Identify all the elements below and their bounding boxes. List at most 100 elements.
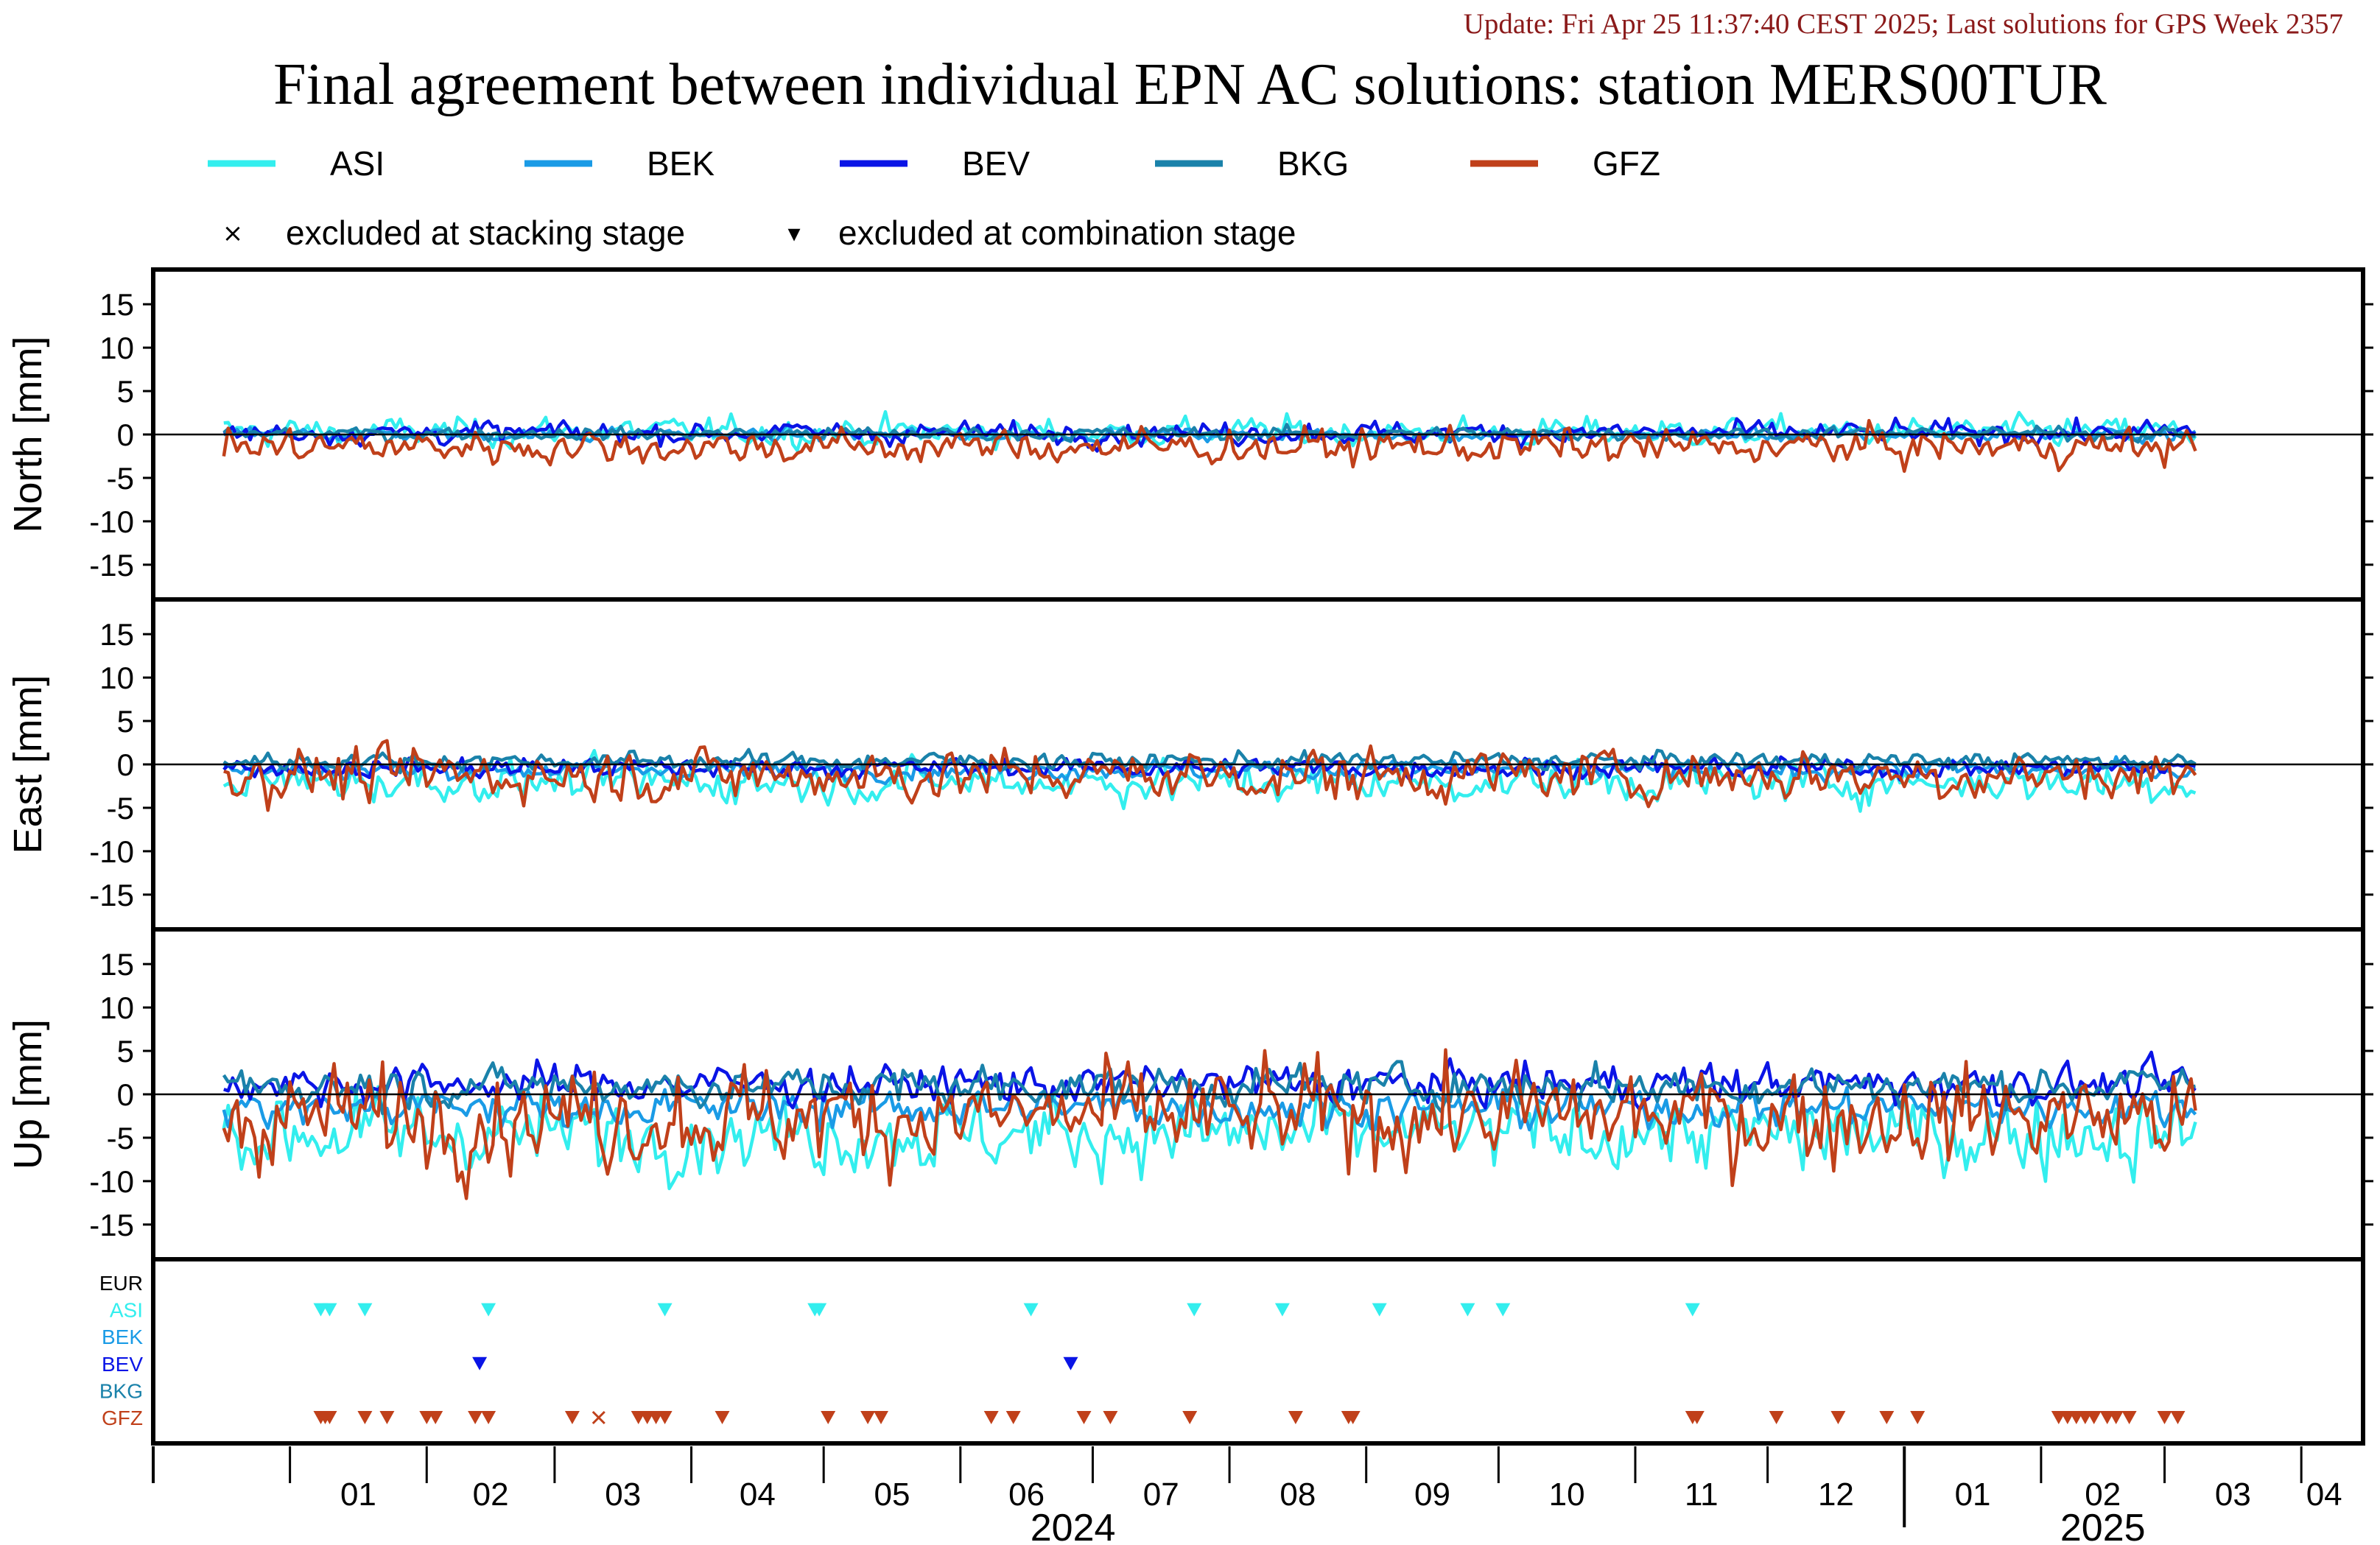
- y-tick-label: 0: [117, 1077, 134, 1112]
- x-month-label: 06: [1008, 1477, 1045, 1513]
- y-tick-label: 15: [99, 287, 134, 322]
- x-month-label: 12: [1818, 1477, 1854, 1513]
- exclusion-marker-asi: [657, 1303, 673, 1317]
- series-line-bkg: [222, 1060, 2196, 1116]
- chart-title: Final agreement between individual EPN A…: [273, 52, 2107, 117]
- series-line-bek: [222, 1080, 2197, 1133]
- y-tick-label: 10: [99, 331, 134, 365]
- exclusion-marker-gfz: [564, 1411, 580, 1424]
- exclusion-marker-asi: [1460, 1303, 1475, 1317]
- exclusion-marker-gfz: [821, 1411, 836, 1424]
- y-tick-label: -10: [89, 1164, 134, 1199]
- y-tick-label: -10: [89, 504, 134, 539]
- exclusion-marker-asi: [812, 1303, 827, 1317]
- x-month-label: 01: [1955, 1477, 1991, 1513]
- legend-label-bkg: BKG: [1277, 144, 1349, 183]
- exclusion-marker-asi: [322, 1303, 337, 1317]
- x-month-label: 07: [1143, 1477, 1179, 1513]
- exclusion-panel: EUR ASI BEK BEV BKG GFZ: [99, 1257, 2365, 1446]
- combination-symbol: ▾: [787, 219, 800, 248]
- y-tick-label: 10: [99, 990, 134, 1025]
- x-month-label: 04: [2306, 1477, 2342, 1513]
- exclusion-marker-asi: [1023, 1303, 1039, 1317]
- x-month-label: 09: [1414, 1477, 1450, 1513]
- exclusion-marker-gfz: [468, 1411, 483, 1424]
- exclusion-marker-gfz: [1689, 1411, 1705, 1424]
- exclusion-row-label-bev: BEV: [102, 1353, 143, 1376]
- exclusion-marker-gfz: [357, 1411, 373, 1424]
- y-tick-label: 10: [99, 661, 134, 695]
- exclusion-marker-asi: [1495, 1303, 1511, 1317]
- y-tick-label: 5: [117, 374, 134, 409]
- series-line-bev: [222, 755, 2196, 783]
- combination-label: excluded at combination stage: [838, 214, 1296, 252]
- exclusion-marker-gfz: [860, 1411, 876, 1424]
- x-month-label: 04: [740, 1477, 776, 1513]
- exclusion-marker-gfz: [1345, 1411, 1361, 1424]
- exclusion-marker-gfz: [1076, 1411, 1092, 1424]
- exclusion-marker-asi: [1685, 1303, 1700, 1317]
- exclusion-row-label-bek: BEK: [102, 1326, 143, 1348]
- y-tick-label: -5: [107, 791, 134, 826]
- exclusion-marker-gfz: [428, 1411, 443, 1424]
- y-tick-label: -15: [89, 1208, 134, 1242]
- exclusion-marker-asi: [1274, 1303, 1290, 1317]
- exclusion-marker-gfz: [1182, 1411, 1198, 1424]
- x-month-label: 02: [2085, 1477, 2121, 1513]
- exclusion-marker-gfz: [322, 1411, 337, 1424]
- exclusion-marker-gfz: [874, 1411, 888, 1424]
- exclusion-marker-gfz: [715, 1411, 730, 1424]
- panel-up: 15 10 5 0 -5 -10 -15 Up [mm]: [6, 927, 2373, 1261]
- y-tick-label: -5: [107, 461, 134, 496]
- legend-label-bev: BEV: [962, 144, 1030, 183]
- panel-east: 15 10 5 0 -5 -10 -15 East [mm]: [6, 597, 2373, 932]
- update-timestamp: Update: Fri Apr 25 11:37:40 CEST 2025; L…: [1463, 8, 2343, 40]
- y-axis-label: North [mm]: [6, 336, 50, 532]
- exclusion-marker-gfz: [379, 1411, 395, 1424]
- x-month-label: 11: [1685, 1477, 1719, 1513]
- exclusion-marker-gfz: [1103, 1411, 1118, 1424]
- series-line-gfz: [223, 739, 2197, 812]
- series-line-bev: [223, 1050, 2197, 1112]
- exclusion-marker-gfz: [1288, 1411, 1303, 1424]
- x-axis: 01 02 03 04 05 06 07 08 09 10 11 12 01 02 03 04 2024 2025: [152, 1446, 2342, 1545]
- stacking-symbol: ×: [222, 219, 244, 248]
- exclusion-marker-asi: [1372, 1303, 1387, 1317]
- exclusion-marker-gfz: [2121, 1411, 2137, 1424]
- series-line-gfz: [222, 1048, 2197, 1200]
- exclusion-marker-gfz: [2170, 1411, 2186, 1424]
- panel-north: 15 10 5 0 -5 -10 -15 North [mm]: [6, 267, 2373, 602]
- exclusion-marker-gfz: [657, 1411, 673, 1424]
- exclusion-marker-asi: [357, 1303, 373, 1317]
- y-tick-label: 0: [117, 418, 134, 452]
- stacking-label: excluded at stacking stage: [286, 214, 685, 252]
- exclusion-row-label-bkg: BKG: [99, 1379, 143, 1402]
- exclusion-marker-asi: [1187, 1303, 1202, 1317]
- exclusion-marker-gfz: [983, 1411, 999, 1424]
- y-tick-label: -10: [89, 834, 134, 869]
- y-axis-label: Up [mm]: [6, 1019, 50, 1169]
- y-tick-label: 15: [99, 947, 134, 982]
- x-month-label: 05: [874, 1477, 910, 1513]
- y-tick-label: -15: [89, 548, 134, 583]
- y-tick-label: 0: [117, 747, 134, 782]
- x-year-label: 2025: [2060, 1507, 2146, 1545]
- exclusion-marker-gfz: [2086, 1411, 2102, 1424]
- y-tick-label: -15: [89, 878, 134, 912]
- y-tick-label: 5: [117, 704, 134, 739]
- y-axis-label: East [mm]: [6, 675, 50, 854]
- legend-label-asi: ASI: [330, 144, 385, 183]
- exclusion-marker-gfz: [2157, 1411, 2172, 1424]
- exclusion-marker-gfz: [1910, 1411, 1926, 1424]
- y-tick-label: -5: [107, 1121, 134, 1155]
- exclusion-marker-gfz: [1879, 1411, 1895, 1424]
- exclusion-frame: [151, 1257, 2365, 1446]
- exclusion-row-label-gfz: GFZ: [102, 1407, 143, 1429]
- exclusion-marker-gfz: [2108, 1411, 2124, 1424]
- exclusion-marker-gfz: [1005, 1411, 1021, 1424]
- series-line-bkg: [222, 747, 2197, 775]
- y-tick-label: 5: [117, 1034, 134, 1069]
- exclusion-marker-gfz: [1830, 1411, 1846, 1424]
- exclusion-cross-gfz: [592, 1410, 605, 1425]
